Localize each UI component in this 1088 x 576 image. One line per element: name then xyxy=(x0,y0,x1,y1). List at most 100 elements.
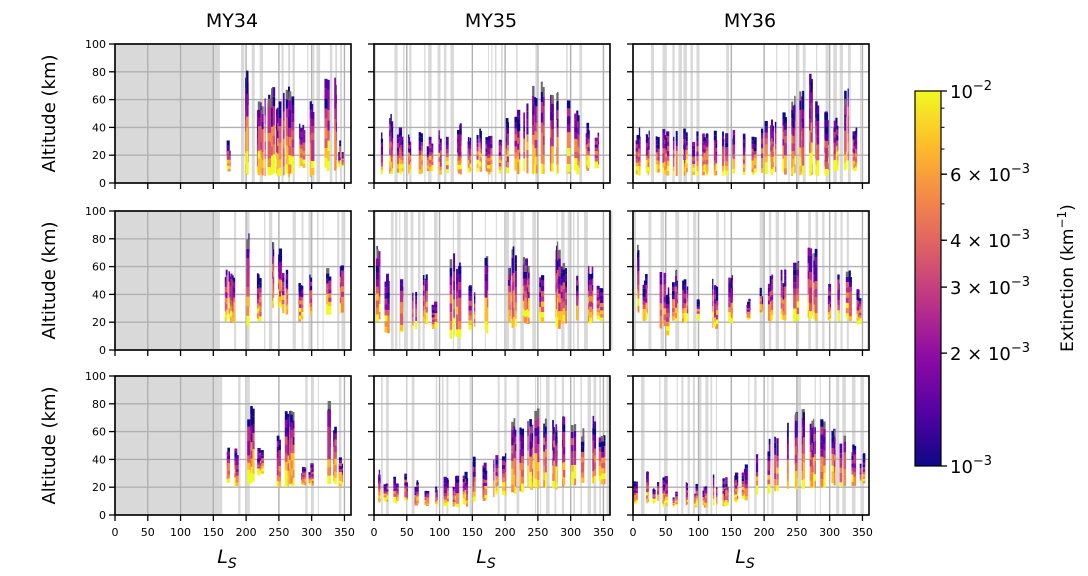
extinction-strand xyxy=(809,303,813,312)
extinction-strand xyxy=(278,151,282,160)
extinction-strand xyxy=(404,479,407,483)
extinction-strand xyxy=(378,477,381,481)
extinction-strand xyxy=(519,484,522,492)
extinction-strand xyxy=(257,134,261,143)
extinction-strand xyxy=(673,171,675,176)
extinction-strand xyxy=(835,117,838,124)
y-axis-ticks xyxy=(627,210,633,351)
no-data-band xyxy=(662,44,667,183)
extinction-strand xyxy=(261,460,264,464)
extinction-strand xyxy=(809,96,812,108)
extinction-strand xyxy=(725,147,729,152)
extinction-strand xyxy=(534,96,536,106)
extinction-strand xyxy=(743,139,745,144)
extinction-strand xyxy=(807,263,810,272)
extinction-strand xyxy=(715,314,719,320)
extinction-strand xyxy=(225,269,228,276)
extinction-strand xyxy=(774,448,777,455)
extinction-strand xyxy=(246,315,250,326)
extinction-strand xyxy=(285,288,288,293)
extinction-strand xyxy=(465,490,469,494)
extinction-strand xyxy=(767,451,771,457)
extinction-strand xyxy=(791,101,794,110)
extinction-strand xyxy=(722,496,725,501)
extinction-strand xyxy=(664,157,667,162)
extinction-strand xyxy=(783,129,787,137)
extinction-strand xyxy=(543,451,545,459)
extinction-strand xyxy=(760,158,764,164)
extinction-strand xyxy=(675,135,678,141)
extinction-strand xyxy=(555,473,558,481)
extinction-strand xyxy=(722,503,725,507)
no-data-band xyxy=(234,211,237,350)
extinction-strand xyxy=(288,164,292,174)
extinction-strand xyxy=(258,450,262,453)
extinction-strand xyxy=(396,159,399,165)
extinction-strand xyxy=(251,432,255,442)
extinction-strand xyxy=(663,314,667,321)
extinction-strand xyxy=(426,491,430,493)
extinction-strand xyxy=(543,444,545,452)
no-data-band xyxy=(435,376,438,515)
extinction-strand xyxy=(732,144,736,150)
extinction-strand xyxy=(534,419,538,428)
extinction-strand xyxy=(412,313,414,318)
extinction-strand xyxy=(299,133,301,139)
extinction-strand xyxy=(416,501,419,504)
extinction-strand xyxy=(311,161,315,169)
extinction-strand xyxy=(438,166,440,171)
extinction-strand xyxy=(248,233,250,244)
extinction-strand xyxy=(384,326,388,333)
extinction-strand xyxy=(261,113,264,122)
extinction-strand xyxy=(380,138,384,143)
extinction-strand xyxy=(301,304,304,309)
extinction-strand xyxy=(656,488,660,491)
extinction-strand xyxy=(703,504,706,506)
no-data-band xyxy=(340,44,343,183)
extinction-strand xyxy=(759,306,762,310)
extinction-strand xyxy=(438,170,442,175)
extinction-strand xyxy=(529,426,532,435)
extinction-strand xyxy=(637,277,640,285)
extinction-strand xyxy=(646,488,648,493)
extinction-strand xyxy=(696,171,699,176)
extinction-strand xyxy=(703,148,706,153)
extinction-strand xyxy=(334,433,337,440)
extinction-strand xyxy=(598,451,602,457)
extinction-strand xyxy=(396,483,399,486)
extinction-strand xyxy=(685,136,688,142)
extinction-strand xyxy=(722,500,725,504)
extinction-strand xyxy=(634,486,638,489)
extinction-strand xyxy=(291,122,295,131)
extinction-strand xyxy=(522,264,525,272)
extinction-strand xyxy=(567,124,571,133)
extinction-strand xyxy=(418,141,422,147)
extinction-strand xyxy=(527,473,529,481)
extinction-strand xyxy=(833,165,836,172)
extinction-strand xyxy=(576,115,579,122)
extinction-strand xyxy=(809,130,812,142)
extinction-strand xyxy=(685,500,688,503)
extinction-strand xyxy=(493,468,495,473)
extinction-strand xyxy=(802,109,805,119)
extinction-strand xyxy=(730,312,733,318)
extinction-strand xyxy=(438,130,440,135)
extinction-strand xyxy=(469,145,472,149)
extinction-strand xyxy=(339,297,342,304)
extinction-strand xyxy=(657,164,660,169)
extinction-strand xyxy=(663,490,666,493)
extinction-strand xyxy=(716,494,718,497)
extinction-strand xyxy=(257,472,261,476)
extinction-strand xyxy=(715,310,719,315)
extinction-strand xyxy=(275,137,278,146)
extinction-strand xyxy=(659,303,663,310)
extinction-strand xyxy=(298,296,303,301)
extinction-strand xyxy=(741,484,744,487)
extinction-strand xyxy=(384,321,388,327)
extinction-strand xyxy=(637,298,640,306)
extinction-strand xyxy=(776,467,779,474)
extinction-strand xyxy=(445,140,449,145)
extinction-strand xyxy=(713,299,717,304)
extinction-strand xyxy=(829,312,831,316)
extinction-strand xyxy=(495,486,498,491)
